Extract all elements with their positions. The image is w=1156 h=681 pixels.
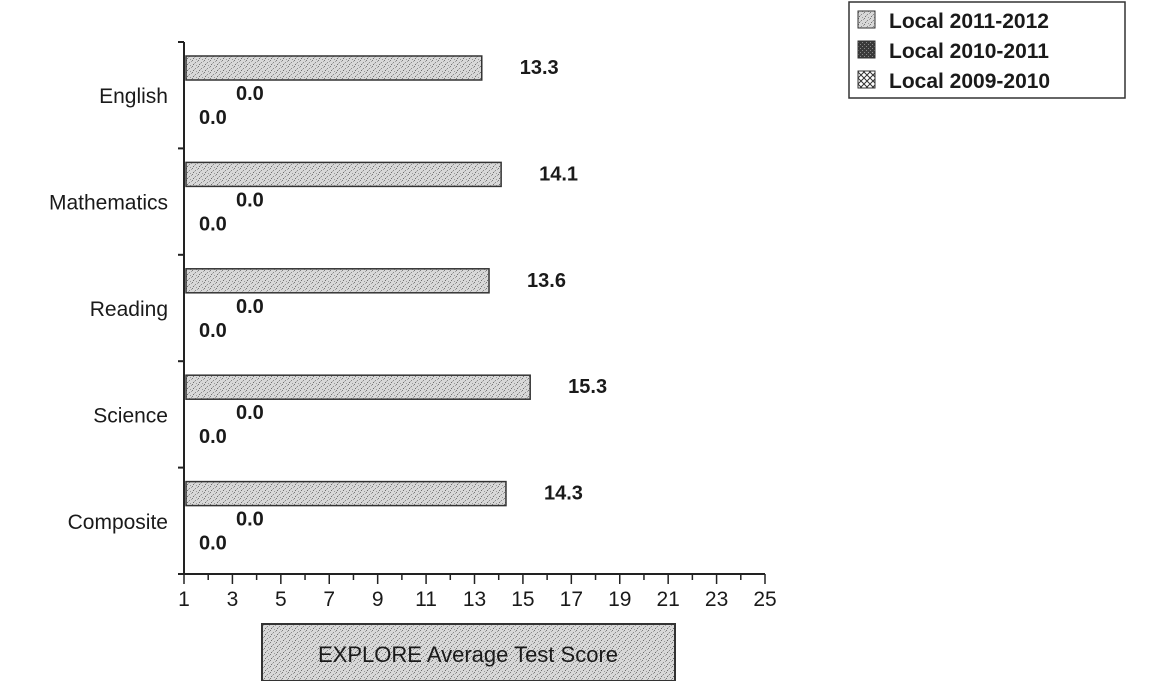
x-tick-label-17: 17 xyxy=(560,588,583,611)
value-labels: 13.3 0.0 0.0 14.1 0.0 0.0 13.6 0.0 0.0 15.3 0.0 0.0… xyxy=(199,57,607,555)
x-tick-label-11: 11 xyxy=(415,588,437,611)
x-tick-label-7: 7 xyxy=(323,588,335,611)
value-label-reading-local-2010-2011: 0.0 xyxy=(236,296,264,318)
value-label-science-local-2010-2011: 0.0 xyxy=(236,402,264,424)
legend-label-2010-2011: Local 2010-2011 xyxy=(889,40,1049,63)
value-label-reading-local-2009-2010: 0.0 xyxy=(199,320,227,342)
legend-box xyxy=(848,1,1126,99)
x-axis-tick-labels: 1 3 5 7 9 11 13 15 17 19 21 23 25 xyxy=(178,588,777,611)
x-axis-title: EXPLORE Average Test Score xyxy=(261,623,676,681)
x-tick-label-19: 19 xyxy=(608,588,631,611)
value-label-mathematics-local-2011-2012: 14.1 xyxy=(539,163,578,185)
legend-swatch-2011-2012 xyxy=(857,10,876,29)
x-axis-ticks xyxy=(183,574,766,584)
x-tick-label-3: 3 xyxy=(227,588,239,611)
value-label-mathematics-local-2010-2011: 0.0 xyxy=(236,189,264,211)
value-label-english-local-2009-2010: 0.0 xyxy=(199,107,227,129)
bar-english-local-2011-2012 xyxy=(185,55,483,81)
value-label-reading-local-2011-2012: 13.6 xyxy=(527,270,566,292)
value-label-science-local-2011-2012: 15.3 xyxy=(568,376,607,398)
bars xyxy=(185,55,531,507)
x-tick-label-9: 9 xyxy=(372,588,384,611)
category-ticks xyxy=(178,41,184,575)
category-label-composite: Composite xyxy=(68,511,168,534)
value-label-english-local-2011-2012: 13.3 xyxy=(520,57,559,79)
bar-composite-local-2011-2012 xyxy=(185,480,507,507)
value-label-mathematics-local-2009-2010: 0.0 xyxy=(199,213,227,235)
value-label-science-local-2009-2010: 0.0 xyxy=(199,426,227,448)
category-labels: English Mathematics Reading Science Composit… xyxy=(49,85,168,534)
x-tick-label-25: 25 xyxy=(753,588,776,611)
category-label-english: English xyxy=(99,85,168,108)
value-label-composite-local-2010-2011: 0.0 xyxy=(236,509,264,531)
legend-swatch-2010-2011 xyxy=(857,40,876,59)
category-label-mathematics: Mathematics xyxy=(49,192,168,215)
x-tick-label-23: 23 xyxy=(705,588,728,611)
category-label-reading: Reading xyxy=(90,298,168,321)
x-tick-label-21: 21 xyxy=(656,588,679,611)
x-tick-label-13: 13 xyxy=(463,588,486,611)
x-tick-label-15: 15 xyxy=(511,588,534,611)
bar-science-local-2011-2012 xyxy=(185,374,531,400)
x-axis-title-box xyxy=(261,623,676,681)
legend-label-2011-2012: Local 2011-2012 xyxy=(889,10,1049,33)
value-label-english-local-2010-2011: 0.0 xyxy=(236,83,264,105)
legend-swatch-2009-2010 xyxy=(857,70,876,89)
x-axis-title-text: EXPLORE Average Test Score xyxy=(318,642,618,667)
legend: Local 2011-2012 Local 2010-2011 Local 20… xyxy=(848,1,1126,99)
category-label-science: Science xyxy=(93,404,168,427)
x-tick-label-5: 5 xyxy=(275,588,287,611)
value-label-composite-local-2011-2012: 14.3 xyxy=(544,483,583,505)
bar-reading-local-2011-2012 xyxy=(185,268,490,294)
legend-label-2009-2010: Local 2009-2010 xyxy=(889,70,1050,93)
x-tick-label-1: 1 xyxy=(178,588,190,611)
value-label-composite-local-2009-2010: 0.0 xyxy=(199,533,227,555)
bar-mathematics-local-2011-2012 xyxy=(185,161,502,188)
